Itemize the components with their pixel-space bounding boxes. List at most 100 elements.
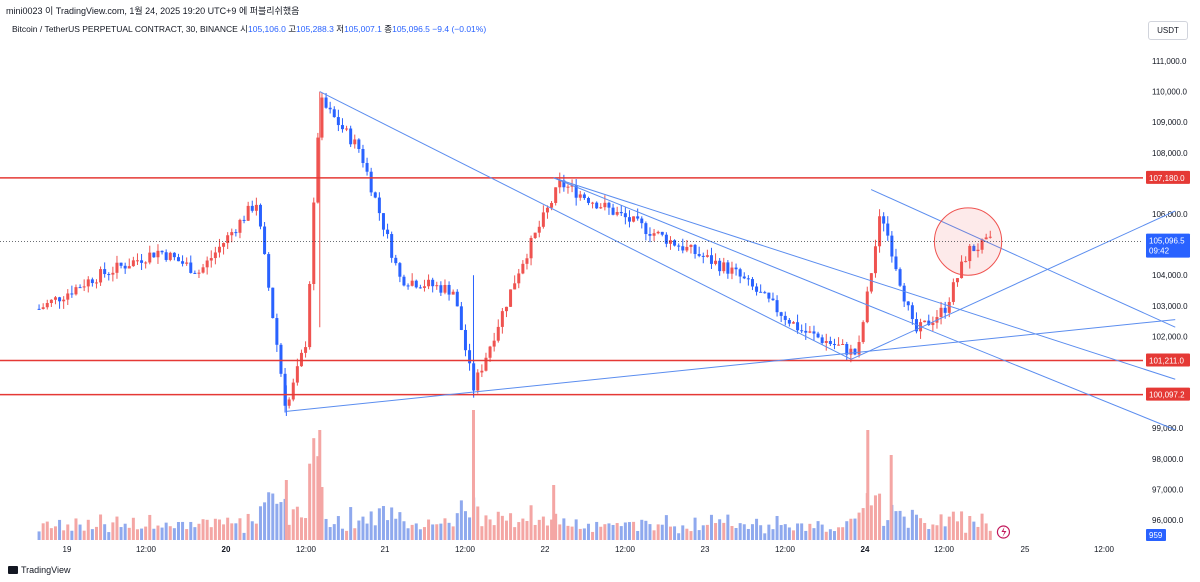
candle-body bbox=[878, 216, 882, 247]
candle-body bbox=[615, 211, 619, 215]
trend-line[interactable] bbox=[553, 177, 1176, 431]
candle-body bbox=[742, 276, 746, 279]
candle-body bbox=[632, 216, 636, 222]
volume-bar bbox=[135, 529, 139, 540]
volume-bar bbox=[767, 524, 771, 540]
tradingview-footer: TradingView bbox=[8, 565, 71, 575]
volume-bar bbox=[295, 506, 299, 540]
volume-bar bbox=[308, 463, 312, 540]
volume-bar bbox=[345, 530, 349, 540]
candle-body bbox=[705, 255, 709, 257]
volume-bar bbox=[693, 517, 697, 540]
candle-body bbox=[357, 139, 361, 149]
candle-body bbox=[525, 258, 529, 264]
volume-bar bbox=[738, 523, 742, 540]
volume-bar bbox=[254, 523, 258, 540]
volume-bar bbox=[115, 516, 119, 540]
volume-bar bbox=[99, 514, 103, 540]
candle-body bbox=[119, 262, 123, 266]
volume-bar bbox=[857, 512, 861, 540]
candle-body bbox=[131, 260, 135, 267]
volume-bar bbox=[902, 516, 906, 540]
trend-line[interactable] bbox=[850, 210, 1176, 360]
candle-body bbox=[578, 194, 582, 198]
candle-body bbox=[787, 319, 791, 324]
candle-body bbox=[242, 219, 246, 221]
volume-bar bbox=[500, 515, 504, 540]
x-tick-label: 12:00 bbox=[775, 545, 796, 554]
candle-body bbox=[767, 292, 771, 299]
volume-bar bbox=[222, 524, 226, 540]
candle-body bbox=[172, 252, 176, 258]
candle-body bbox=[164, 252, 168, 260]
candle-body bbox=[340, 125, 344, 130]
volume-bar bbox=[677, 533, 681, 540]
candle-body bbox=[980, 239, 984, 250]
level-badge bbox=[1146, 170, 1190, 184]
candle-body bbox=[533, 232, 537, 238]
volume-bar bbox=[217, 519, 221, 540]
candle-body bbox=[562, 180, 566, 188]
volume-bar bbox=[74, 518, 78, 540]
volume-bar bbox=[869, 505, 873, 540]
volume-bar bbox=[742, 524, 746, 540]
volume-bar bbox=[78, 524, 82, 540]
candle-body bbox=[509, 289, 513, 307]
volume-bar bbox=[340, 528, 344, 540]
candle-body bbox=[427, 279, 431, 287]
candle-body bbox=[845, 343, 849, 355]
trend-line[interactable] bbox=[553, 177, 1176, 380]
volume-bar bbox=[246, 513, 250, 540]
candle-body bbox=[603, 202, 607, 208]
trend-line[interactable] bbox=[286, 319, 1176, 412]
candle-body bbox=[697, 254, 701, 256]
volume-bar bbox=[800, 523, 804, 540]
candle-body bbox=[521, 263, 525, 274]
volume-bar bbox=[185, 529, 189, 540]
candle-body bbox=[504, 306, 508, 312]
candle-body bbox=[365, 162, 369, 172]
symbol-name[interactable]: Bitcoin / TetherUS PERPETUAL CONTRACT, 3… bbox=[12, 24, 238, 34]
level-badge-label: 100,097.2 bbox=[1149, 391, 1185, 400]
volume-bar bbox=[53, 526, 57, 540]
y-tick-label: 103,000.0 bbox=[1152, 302, 1188, 311]
candle-body bbox=[275, 318, 279, 345]
candle-body bbox=[808, 331, 812, 333]
candle-body bbox=[972, 245, 976, 252]
volume-bar bbox=[533, 524, 537, 540]
volume-bar bbox=[701, 525, 705, 540]
volume-bar bbox=[947, 516, 951, 540]
volume-bar bbox=[878, 493, 882, 540]
highlight-circle[interactable] bbox=[933, 207, 1003, 276]
volume-bar bbox=[410, 524, 414, 540]
y-tick-label: 111,000.0 bbox=[1152, 57, 1187, 66]
volume-bar bbox=[201, 519, 205, 540]
candle-body bbox=[189, 262, 193, 273]
volume-bar bbox=[673, 526, 677, 540]
candle-body bbox=[890, 235, 894, 257]
volume-bar bbox=[783, 524, 787, 540]
volume-bar bbox=[521, 518, 525, 540]
volume-bar bbox=[931, 524, 935, 540]
volume-bar bbox=[820, 524, 824, 540]
volume-bar bbox=[640, 519, 644, 540]
volume-bar bbox=[705, 524, 709, 540]
trend-line[interactable] bbox=[319, 91, 852, 360]
candle-body bbox=[824, 341, 828, 343]
candle-body bbox=[373, 192, 377, 198]
candle-body bbox=[984, 237, 988, 240]
trend-line[interactable] bbox=[870, 189, 1176, 328]
volume-bar bbox=[373, 525, 377, 540]
candle-body bbox=[693, 244, 697, 255]
candle-body bbox=[660, 231, 664, 235]
volume-bar bbox=[131, 517, 135, 540]
volume-bar bbox=[537, 519, 541, 540]
brand-name: TradingView bbox=[21, 565, 71, 575]
candle-body bbox=[94, 282, 98, 284]
candle-body bbox=[160, 250, 164, 253]
candle-body bbox=[78, 287, 82, 289]
currency-button[interactable]: USDT bbox=[1148, 21, 1188, 40]
candle-body bbox=[849, 348, 853, 355]
